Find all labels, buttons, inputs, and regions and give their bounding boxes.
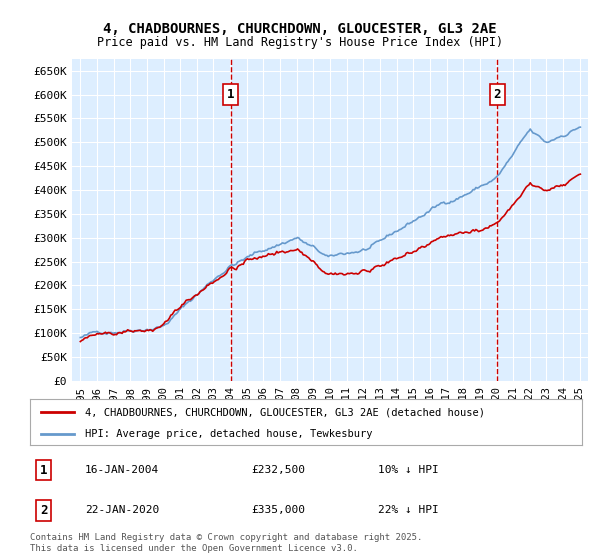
Text: Contains HM Land Registry data © Crown copyright and database right 2025.
This d: Contains HM Land Registry data © Crown c…	[30, 533, 422, 553]
Text: £335,000: £335,000	[251, 505, 305, 515]
Text: £232,500: £232,500	[251, 465, 305, 475]
Text: 22% ↓ HPI: 22% ↓ HPI	[378, 505, 439, 515]
Text: 10% ↓ HPI: 10% ↓ HPI	[378, 465, 439, 475]
Text: HPI: Average price, detached house, Tewkesbury: HPI: Average price, detached house, Tewk…	[85, 429, 373, 438]
Text: Price paid vs. HM Land Registry's House Price Index (HPI): Price paid vs. HM Land Registry's House …	[97, 36, 503, 49]
Text: 1: 1	[227, 88, 235, 101]
Text: 1: 1	[40, 464, 47, 477]
Text: 4, CHADBOURNES, CHURCHDOWN, GLOUCESTER, GL3 2AE (detached house): 4, CHADBOURNES, CHURCHDOWN, GLOUCESTER, …	[85, 407, 485, 417]
Text: 4, CHADBOURNES, CHURCHDOWN, GLOUCESTER, GL3 2AE: 4, CHADBOURNES, CHURCHDOWN, GLOUCESTER, …	[103, 22, 497, 36]
Text: 22-JAN-2020: 22-JAN-2020	[85, 505, 160, 515]
Text: 2: 2	[493, 88, 501, 101]
Text: 16-JAN-2004: 16-JAN-2004	[85, 465, 160, 475]
Text: 2: 2	[40, 504, 47, 517]
